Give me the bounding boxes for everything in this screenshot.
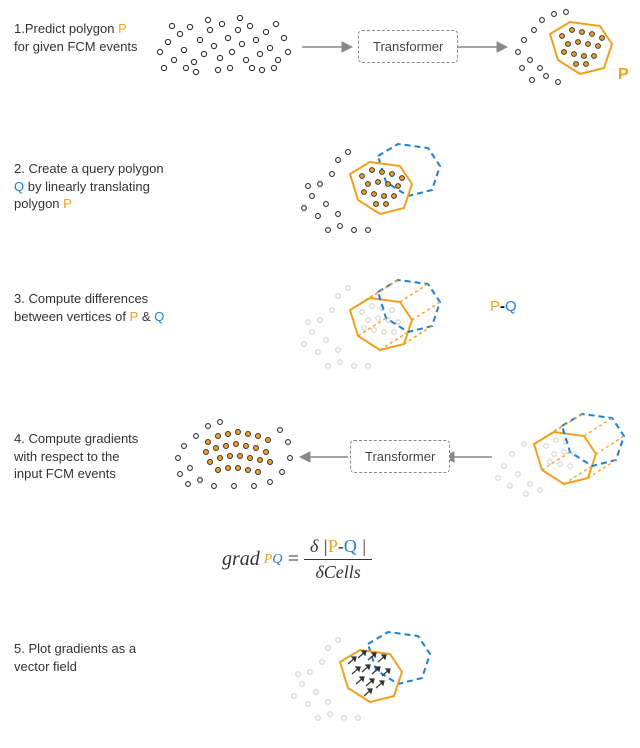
formula-num-q: Q (344, 536, 357, 556)
step3-l1: 3. Compute differences (14, 291, 148, 306)
formula-grad: grad (222, 548, 260, 571)
formula-sub-q: Q (272, 552, 282, 567)
step4-transformer-box: Transformer (350, 440, 450, 473)
step1-suffix: for given FCM events (14, 39, 138, 54)
step3-pq-p: P (490, 298, 500, 315)
step1-transformer-label: Transformer (373, 39, 443, 54)
step1-arrow-in (300, 40, 355, 54)
step3-label: 3. Compute differences between vertices … (14, 290, 164, 325)
step4-l1: 4. Compute gradients (14, 431, 138, 446)
step2-diagram (290, 140, 490, 260)
step2-q: Q (14, 179, 24, 194)
step5-label: 5. Plot gradients as a vector field (14, 640, 136, 675)
step2-mid: by linearly translating (24, 179, 150, 194)
step5-diagram (280, 626, 490, 746)
step2-label: 2. Create a query polygon Q by linearly … (14, 160, 164, 213)
formula-bar2: | (357, 536, 366, 556)
step4-label: 4. Compute gradients with respect to the… (14, 430, 138, 483)
formula-fraction: δ |P-Q | δCells (304, 536, 372, 583)
step1-p: P (118, 21, 127, 36)
step3-pq-q: Q (505, 298, 517, 315)
step1-poly-label-p: P (618, 66, 629, 84)
step3-pq-label: P-Q (490, 298, 517, 315)
step1-scatter-output (510, 6, 630, 96)
step4-arrow-out (298, 450, 350, 464)
step4-transformer-label: Transformer (365, 449, 435, 464)
formula-delta1: δ (310, 536, 318, 556)
step4-l2: with respect to the (14, 449, 120, 464)
step3-q: Q (154, 309, 164, 324)
step1-prefix: 1.Predict polygon (14, 21, 118, 36)
gradient-formula: gradPQ = δ |P-Q | δCells (222, 536, 372, 583)
formula-num-p: P (328, 536, 338, 556)
step2-p: P (63, 196, 72, 211)
formula-numerator: δ |P-Q | (304, 536, 372, 560)
step3-p: P (130, 309, 139, 324)
step4-prism (490, 408, 640, 518)
formula-eq: = (286, 548, 300, 571)
step1-label: 1.Predict polygon P for given FCM events (14, 20, 138, 55)
formula-denominator: δCells (309, 560, 366, 583)
step1-arrow-out (455, 40, 510, 54)
step1-scatter-input (150, 12, 300, 82)
step3-mid: between vertices of (14, 309, 130, 324)
step3-diagram (290, 272, 500, 392)
step4-output-scatter (170, 416, 300, 496)
step2-l1: 2. Create a query polygon (14, 161, 164, 176)
step1-transformer-box: Transformer (358, 30, 458, 63)
step2-suf: polygon (14, 196, 63, 211)
step4-l3: input FCM events (14, 466, 116, 481)
step3-amp: & (138, 309, 154, 324)
